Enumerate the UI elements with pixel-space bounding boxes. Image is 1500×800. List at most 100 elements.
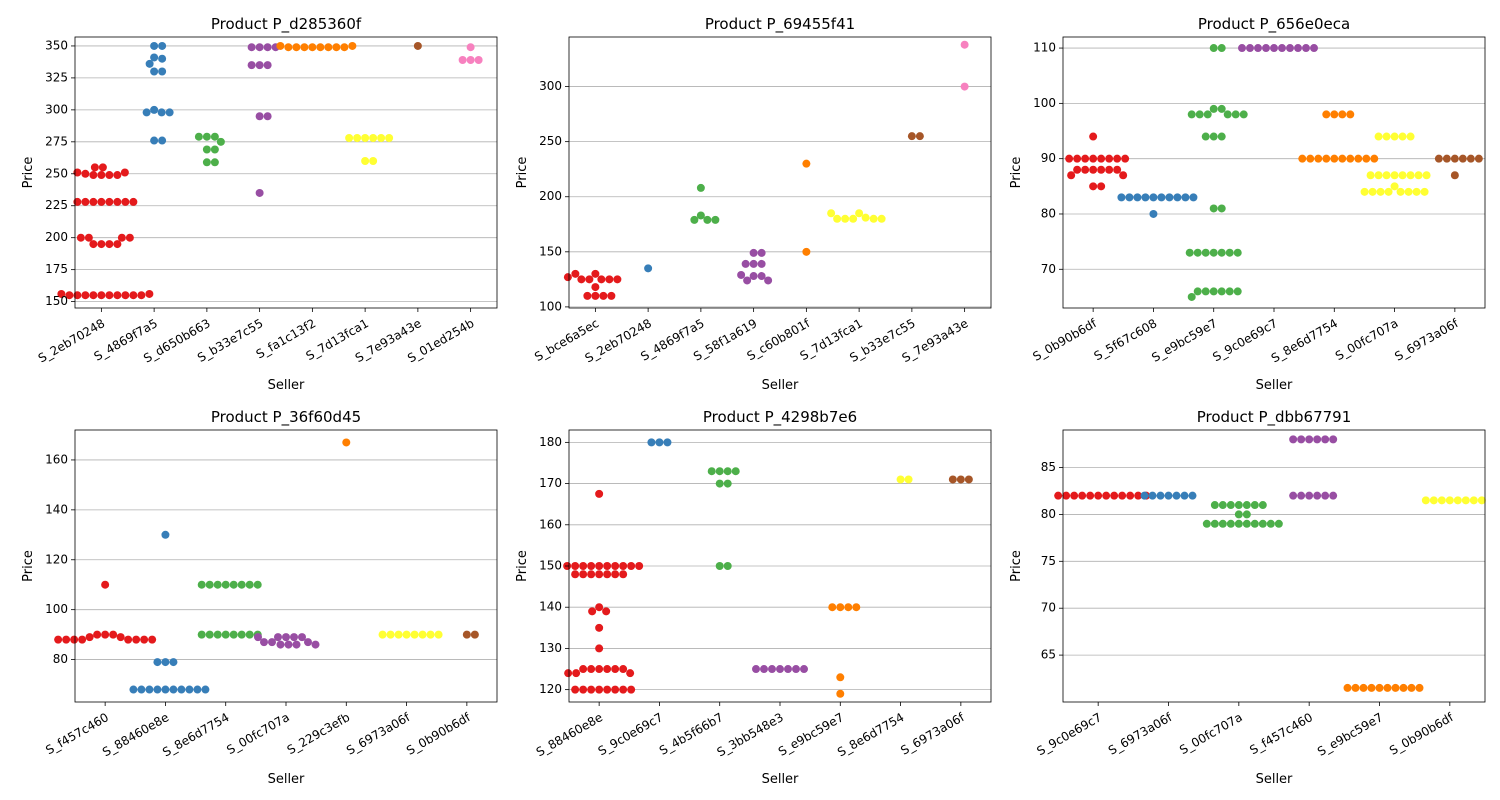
x-tick-label: S_0b90b6df: [1387, 710, 1456, 758]
point: [1097, 182, 1106, 191]
point: [1217, 287, 1226, 296]
point: [1226, 501, 1235, 510]
point: [607, 291, 616, 300]
point: [274, 633, 282, 642]
point: [332, 43, 341, 52]
point: [1210, 519, 1219, 528]
axes-frame: [74, 429, 498, 703]
y-axis-label: Price: [1009, 550, 1024, 582]
point: [1399, 683, 1408, 692]
point: [1180, 491, 1189, 500]
point: [340, 43, 349, 52]
y-tick-label: 300: [539, 79, 562, 93]
point: [98, 163, 107, 172]
point: [1305, 491, 1314, 500]
point: [960, 40, 969, 49]
x-tick-label: S_e9bc59e7: [776, 710, 846, 759]
point: [723, 479, 732, 488]
point: [255, 61, 264, 70]
point: [1113, 154, 1122, 163]
chart-title: Product P_69455f41: [705, 15, 855, 34]
point: [1250, 519, 1259, 528]
point: [572, 669, 581, 678]
point: [1081, 165, 1090, 174]
point: [1113, 165, 1122, 174]
point: [292, 640, 301, 649]
point: [153, 685, 162, 694]
x-tick-label: S_88460e8e: [100, 710, 171, 759]
point: [1407, 683, 1416, 692]
point: [1302, 44, 1310, 53]
point: [298, 633, 306, 642]
point: [1188, 491, 1197, 500]
point: [1406, 132, 1415, 141]
point: [595, 644, 604, 653]
point: [81, 197, 90, 206]
point: [1266, 519, 1275, 528]
point: [1201, 248, 1210, 257]
point: [595, 685, 604, 694]
point: [97, 240, 106, 249]
point: [1089, 132, 1098, 141]
point: [292, 43, 301, 52]
x-tick-label: S_5f67c608: [1091, 316, 1159, 363]
point: [255, 43, 264, 52]
y-tick-label: 85: [1041, 460, 1056, 474]
point: [1305, 435, 1314, 444]
point: [587, 665, 596, 674]
point: [1234, 519, 1243, 528]
point: [348, 41, 357, 50]
point: [1209, 132, 1218, 141]
point: [1094, 491, 1103, 500]
point: [1477, 496, 1486, 505]
point: [213, 630, 222, 639]
point: [1297, 491, 1306, 500]
point: [571, 570, 580, 579]
y-tick-label: 150: [45, 294, 68, 308]
point: [1201, 287, 1210, 296]
point: [1383, 683, 1392, 692]
point: [153, 658, 162, 667]
point: [595, 570, 604, 579]
point: [284, 43, 293, 52]
point: [158, 136, 167, 145]
point: [1173, 193, 1182, 202]
point: [62, 635, 71, 644]
point: [1322, 154, 1331, 163]
point: [142, 108, 151, 117]
point: [385, 133, 394, 142]
point: [1370, 154, 1379, 163]
x-tick-label: S_229c3efb: [285, 710, 353, 757]
point: [1089, 182, 1098, 191]
point: [1298, 154, 1307, 163]
point: [1156, 491, 1165, 500]
point: [644, 264, 653, 273]
y-tick-label: 140: [539, 600, 562, 614]
point: [1209, 204, 1218, 213]
point: [802, 159, 811, 168]
point: [1119, 171, 1128, 180]
x-tick-label: S_0b90b6df: [1030, 316, 1099, 364]
point: [254, 633, 262, 642]
point: [117, 233, 126, 242]
point: [591, 269, 600, 278]
point: [1466, 154, 1475, 163]
point: [603, 562, 612, 570]
point: [276, 640, 285, 649]
point: [595, 623, 604, 632]
point: [1458, 154, 1467, 163]
point: [1141, 193, 1150, 202]
y-tick-label: 140: [45, 502, 68, 516]
point: [1294, 44, 1302, 53]
point: [1258, 501, 1267, 510]
point: [1375, 683, 1384, 692]
point: [1157, 193, 1166, 202]
point: [1246, 44, 1254, 53]
point: [1121, 154, 1130, 163]
point: [158, 41, 167, 50]
point: [90, 163, 99, 172]
point: [210, 158, 219, 167]
point: [703, 215, 712, 224]
point: [1359, 683, 1368, 692]
point: [1239, 110, 1248, 119]
